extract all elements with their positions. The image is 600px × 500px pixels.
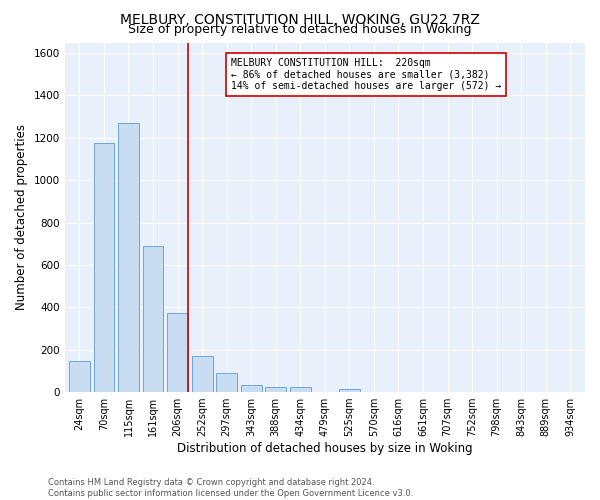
Bar: [69, 360, 90, 392]
Bar: [290, 388, 311, 392]
Bar: [94, 143, 115, 392]
Text: Size of property relative to detached houses in Woking: Size of property relative to detached ho…: [128, 22, 472, 36]
Bar: [167, 312, 188, 392]
Bar: [143, 246, 163, 392]
Y-axis label: Number of detached properties: Number of detached properties: [15, 124, 28, 310]
Text: MELBURY CONSTITUTION HILL:  220sqm
← 86% of detached houses are smaller (3,382)
: MELBURY CONSTITUTION HILL: 220sqm ← 86% …: [231, 58, 502, 92]
Bar: [339, 389, 360, 392]
Bar: [191, 356, 212, 392]
Bar: [265, 387, 286, 392]
X-axis label: Distribution of detached houses by size in Woking: Distribution of detached houses by size …: [177, 442, 473, 455]
Bar: [216, 374, 237, 392]
Bar: [118, 123, 139, 392]
Bar: [241, 384, 262, 392]
Text: Contains HM Land Registry data © Crown copyright and database right 2024.
Contai: Contains HM Land Registry data © Crown c…: [48, 478, 413, 498]
Text: MELBURY, CONSTITUTION HILL, WOKING, GU22 7RZ: MELBURY, CONSTITUTION HILL, WOKING, GU22…: [120, 12, 480, 26]
